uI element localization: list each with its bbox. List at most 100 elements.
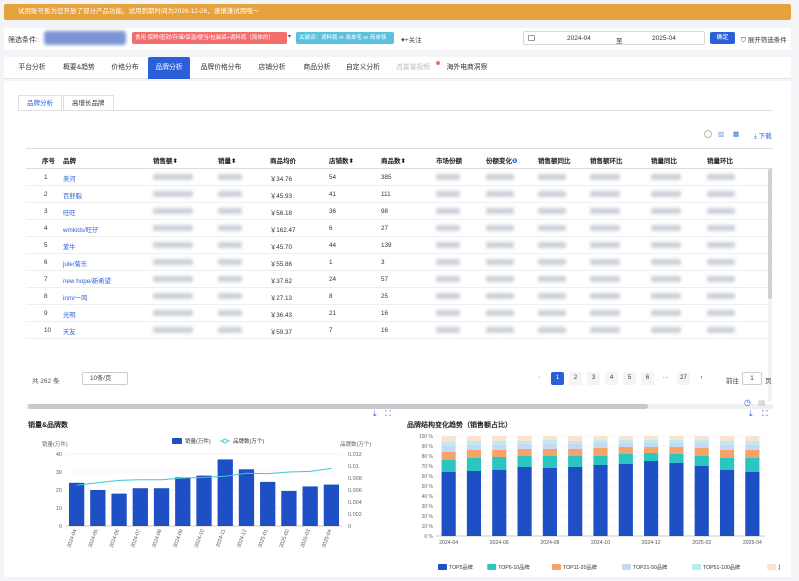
- table-row[interactable]: 7 new hope/新希望 ￥37.62 24 57: [26, 271, 773, 288]
- goto-input[interactable]: 1: [742, 372, 762, 385]
- vertical-scrollbar[interactable]: [768, 169, 772, 401]
- col-items[interactable]: 商品数⬍: [381, 155, 406, 165]
- redacted-value: [153, 208, 193, 214]
- category-filter-chip[interactable]: 食用 保鲜/密封/存储/保温/便当/包装袋+调料瓶（简体的）: [132, 32, 287, 44]
- scroll-thumb[interactable]: [768, 169, 772, 299]
- brand-link[interactable]: jule/菊乐: [63, 261, 88, 268]
- horizontal-scrollbar[interactable]: [26, 404, 773, 409]
- table-row[interactable]: 3 旺旺 ￥56.18 36 98: [26, 203, 773, 220]
- shop-count: 7: [329, 327, 333, 334]
- tab-overview[interactable]: 概要&趋势: [63, 64, 95, 71]
- col-shops[interactable]: 店铺数⬍: [329, 155, 354, 165]
- table-row[interactable]: 2 百舒脂 ￥45.93 41 111: [26, 186, 773, 203]
- expand-filters-button[interactable]: ⛉ 展开筛选条件: [741, 34, 787, 45]
- brand-link[interactable]: inm/一鸣: [63, 295, 88, 302]
- date-range-picker[interactable]: 2024-04 至 2025-04: [523, 31, 705, 45]
- bar-segment: [466, 450, 482, 458]
- redacted-value: [651, 225, 681, 231]
- download-icon[interactable]: ⤓: [373, 409, 377, 418]
- bar-chart-icon[interactable]: ▥: [718, 131, 725, 138]
- item-count: 16: [381, 327, 389, 334]
- table-row[interactable]: 4 wmkids/旺仔 ￥162.47 6 27: [26, 220, 773, 237]
- table-row[interactable]: 8 inm/一鸣 ￥27.13 8 25: [26, 288, 773, 305]
- tab-product[interactable]: 商品分析: [303, 64, 331, 71]
- brand-link[interactable]: 美河: [63, 176, 76, 183]
- tab-brand[interactable]: 品牌分析: [148, 57, 190, 79]
- tab-video: 流量量视频: [390, 57, 440, 79]
- download-icon[interactable]: ⤓: [749, 409, 753, 418]
- redacted-value: [218, 259, 242, 265]
- x-tick: 2024-07: [130, 529, 142, 549]
- follow-button[interactable]: ♥+关注: [401, 34, 422, 44]
- page-1[interactable]: 1: [551, 372, 564, 385]
- tab-platform[interactable]: 平台分析: [18, 64, 46, 71]
- tab-overseas[interactable]: 海外电商洞察: [446, 64, 488, 71]
- calendar-icon: [528, 35, 535, 41]
- x-tick: 2025-04: [743, 540, 762, 546]
- bar-segment: [669, 440, 684, 443]
- page-4[interactable]: 4: [605, 372, 618, 385]
- brand-link[interactable]: new hope/新希望: [63, 278, 111, 285]
- table-row[interactable]: 5 爱牛 ￥45.70 44 139: [26, 237, 773, 254]
- page-ellipsis[interactable]: ···: [659, 372, 672, 385]
- table-row[interactable]: 9 光明 ￥36.43 21 16: [26, 305, 773, 322]
- brand-table: 序号 品牌 销售额⬍ 销量⬍ 商品均价 店铺数⬍ 商品数⬍ 市场份额 份额变化❶…: [26, 148, 773, 414]
- col-volume[interactable]: 销量⬍: [218, 155, 236, 165]
- page-27[interactable]: 27: [677, 372, 690, 385]
- tab-store[interactable]: 店铺分析: [258, 64, 286, 71]
- redacted-value: [707, 242, 735, 248]
- page-3[interactable]: 3: [587, 372, 600, 385]
- redacted-filter-chip[interactable]: [44, 31, 126, 45]
- download-button[interactable]: ⤓ 下载: [754, 130, 772, 141]
- page-size-select[interactable]: 10条/页: [82, 372, 128, 385]
- next-page-button[interactable]: ›: [695, 372, 708, 385]
- history-icon[interactable]: [704, 130, 712, 138]
- grid-icon[interactable]: ▦: [758, 398, 766, 407]
- table-row[interactable]: 1 美河 ￥34.76 54 385: [26, 169, 773, 186]
- table-row[interactable]: 6 jule/菊乐 ￥55.86 1 3: [26, 254, 773, 271]
- brand-link[interactable]: 旺旺: [63, 210, 76, 217]
- bar-segment: [542, 449, 557, 456]
- col-sales[interactable]: 销售额⬍: [153, 155, 178, 165]
- redacted-value: [707, 225, 735, 231]
- keyword-filter-chip[interactable]: 关键词：调料瓶 or 简单毛 or 简单筷: [296, 32, 394, 44]
- redacted-value: [707, 327, 735, 333]
- history-icon[interactable]: ◷: [744, 398, 751, 407]
- date-from[interactable]: 2024-04: [567, 35, 591, 42]
- prev-page-button[interactable]: ‹: [533, 372, 546, 385]
- redacted-value: [153, 225, 193, 231]
- brand-link[interactable]: 天友: [63, 329, 76, 336]
- tab-price[interactable]: 价格分布: [111, 64, 139, 71]
- page-2[interactable]: 2: [569, 372, 582, 385]
- table-row[interactable]: 10 天友 ￥59.37 7 16: [26, 322, 773, 339]
- brand-link[interactable]: 百舒脂: [63, 193, 82, 200]
- brand-link[interactable]: 光明: [63, 312, 76, 319]
- redacted-value: [707, 208, 735, 214]
- x-tick: 2024-06: [490, 540, 509, 546]
- fullscreen-icon[interactable]: ⛶: [385, 409, 391, 418]
- x-tick: 2024-09: [172, 529, 184, 549]
- y-tick-right: 0: [348, 524, 351, 530]
- redacted-value: [590, 208, 620, 214]
- subtab-high-growth[interactable]: 高增长品牌: [63, 95, 114, 111]
- date-to[interactable]: 2025-04: [652, 35, 676, 42]
- tab-brand-price[interactable]: 品牌价格分布: [200, 64, 242, 71]
- sort-icon: ⬍: [172, 158, 178, 165]
- confirm-button[interactable]: 确定: [710, 32, 735, 44]
- brand-link[interactable]: 爱牛: [63, 244, 76, 251]
- bar-segment: [466, 458, 482, 471]
- redacted-value: [218, 276, 242, 282]
- page-6[interactable]: 6: [641, 372, 654, 385]
- brand-link[interactable]: wmkids/旺仔: [63, 227, 99, 234]
- sort-icon: ⬍: [400, 158, 406, 165]
- y-tick-left: 20: [56, 488, 62, 494]
- bar-segment: [517, 449, 532, 456]
- page-5[interactable]: 5: [623, 372, 636, 385]
- info-icon[interactable]: ❶: [512, 158, 518, 165]
- tab-custom[interactable]: 自定义分析: [346, 64, 380, 71]
- subtab-brand[interactable]: 品牌分析: [18, 95, 62, 111]
- fullscreen-icon[interactable]: ⛶: [762, 409, 768, 418]
- scroll-thumb[interactable]: [28, 404, 648, 409]
- grid-icon[interactable]: ▦: [733, 131, 740, 138]
- chevron-down-icon[interactable]: ▾: [288, 34, 292, 40]
